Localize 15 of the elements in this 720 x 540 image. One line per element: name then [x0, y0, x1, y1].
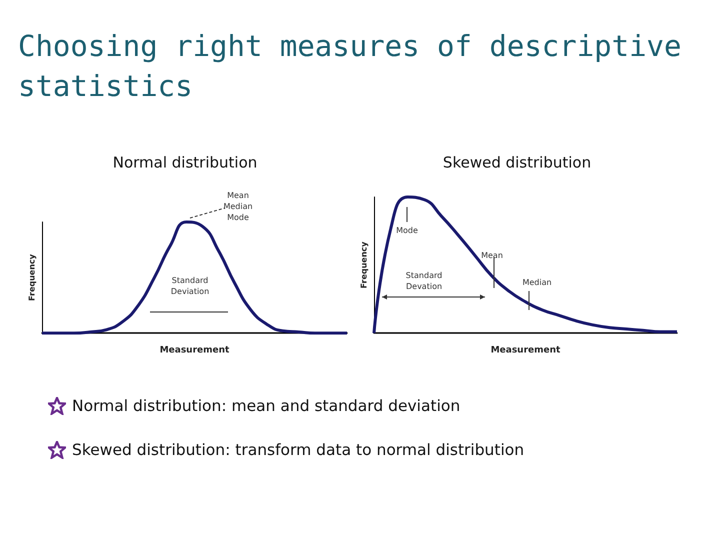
x-axis-title: Measurement — [490, 346, 562, 356]
y-axis-title: Frequency — [360, 240, 368, 288]
annotation: Mean — [481, 251, 503, 260]
y-axis-title: Frequency — [28, 253, 36, 301]
annotation: Median — [522, 278, 552, 287]
chart-title: Normal distribution — [112, 154, 258, 172]
text: Choosing right measures of descriptive statistics — [18, 28, 682, 105]
annotation: Mean Median Mode — [223, 191, 253, 222]
annotation: Standard Devation — [406, 271, 442, 291]
text: Normal distribution: mean and standard deviation — [72, 397, 460, 415]
text: Skewed distribution: transform data to normal distribution — [72, 441, 524, 459]
annotation: Mode — [396, 226, 418, 235]
x-axis-title: Measurement — [160, 346, 230, 356]
annotation: Standard Deviation — [170, 276, 210, 296]
chart-title: Skewed distribution — [442, 154, 592, 172]
